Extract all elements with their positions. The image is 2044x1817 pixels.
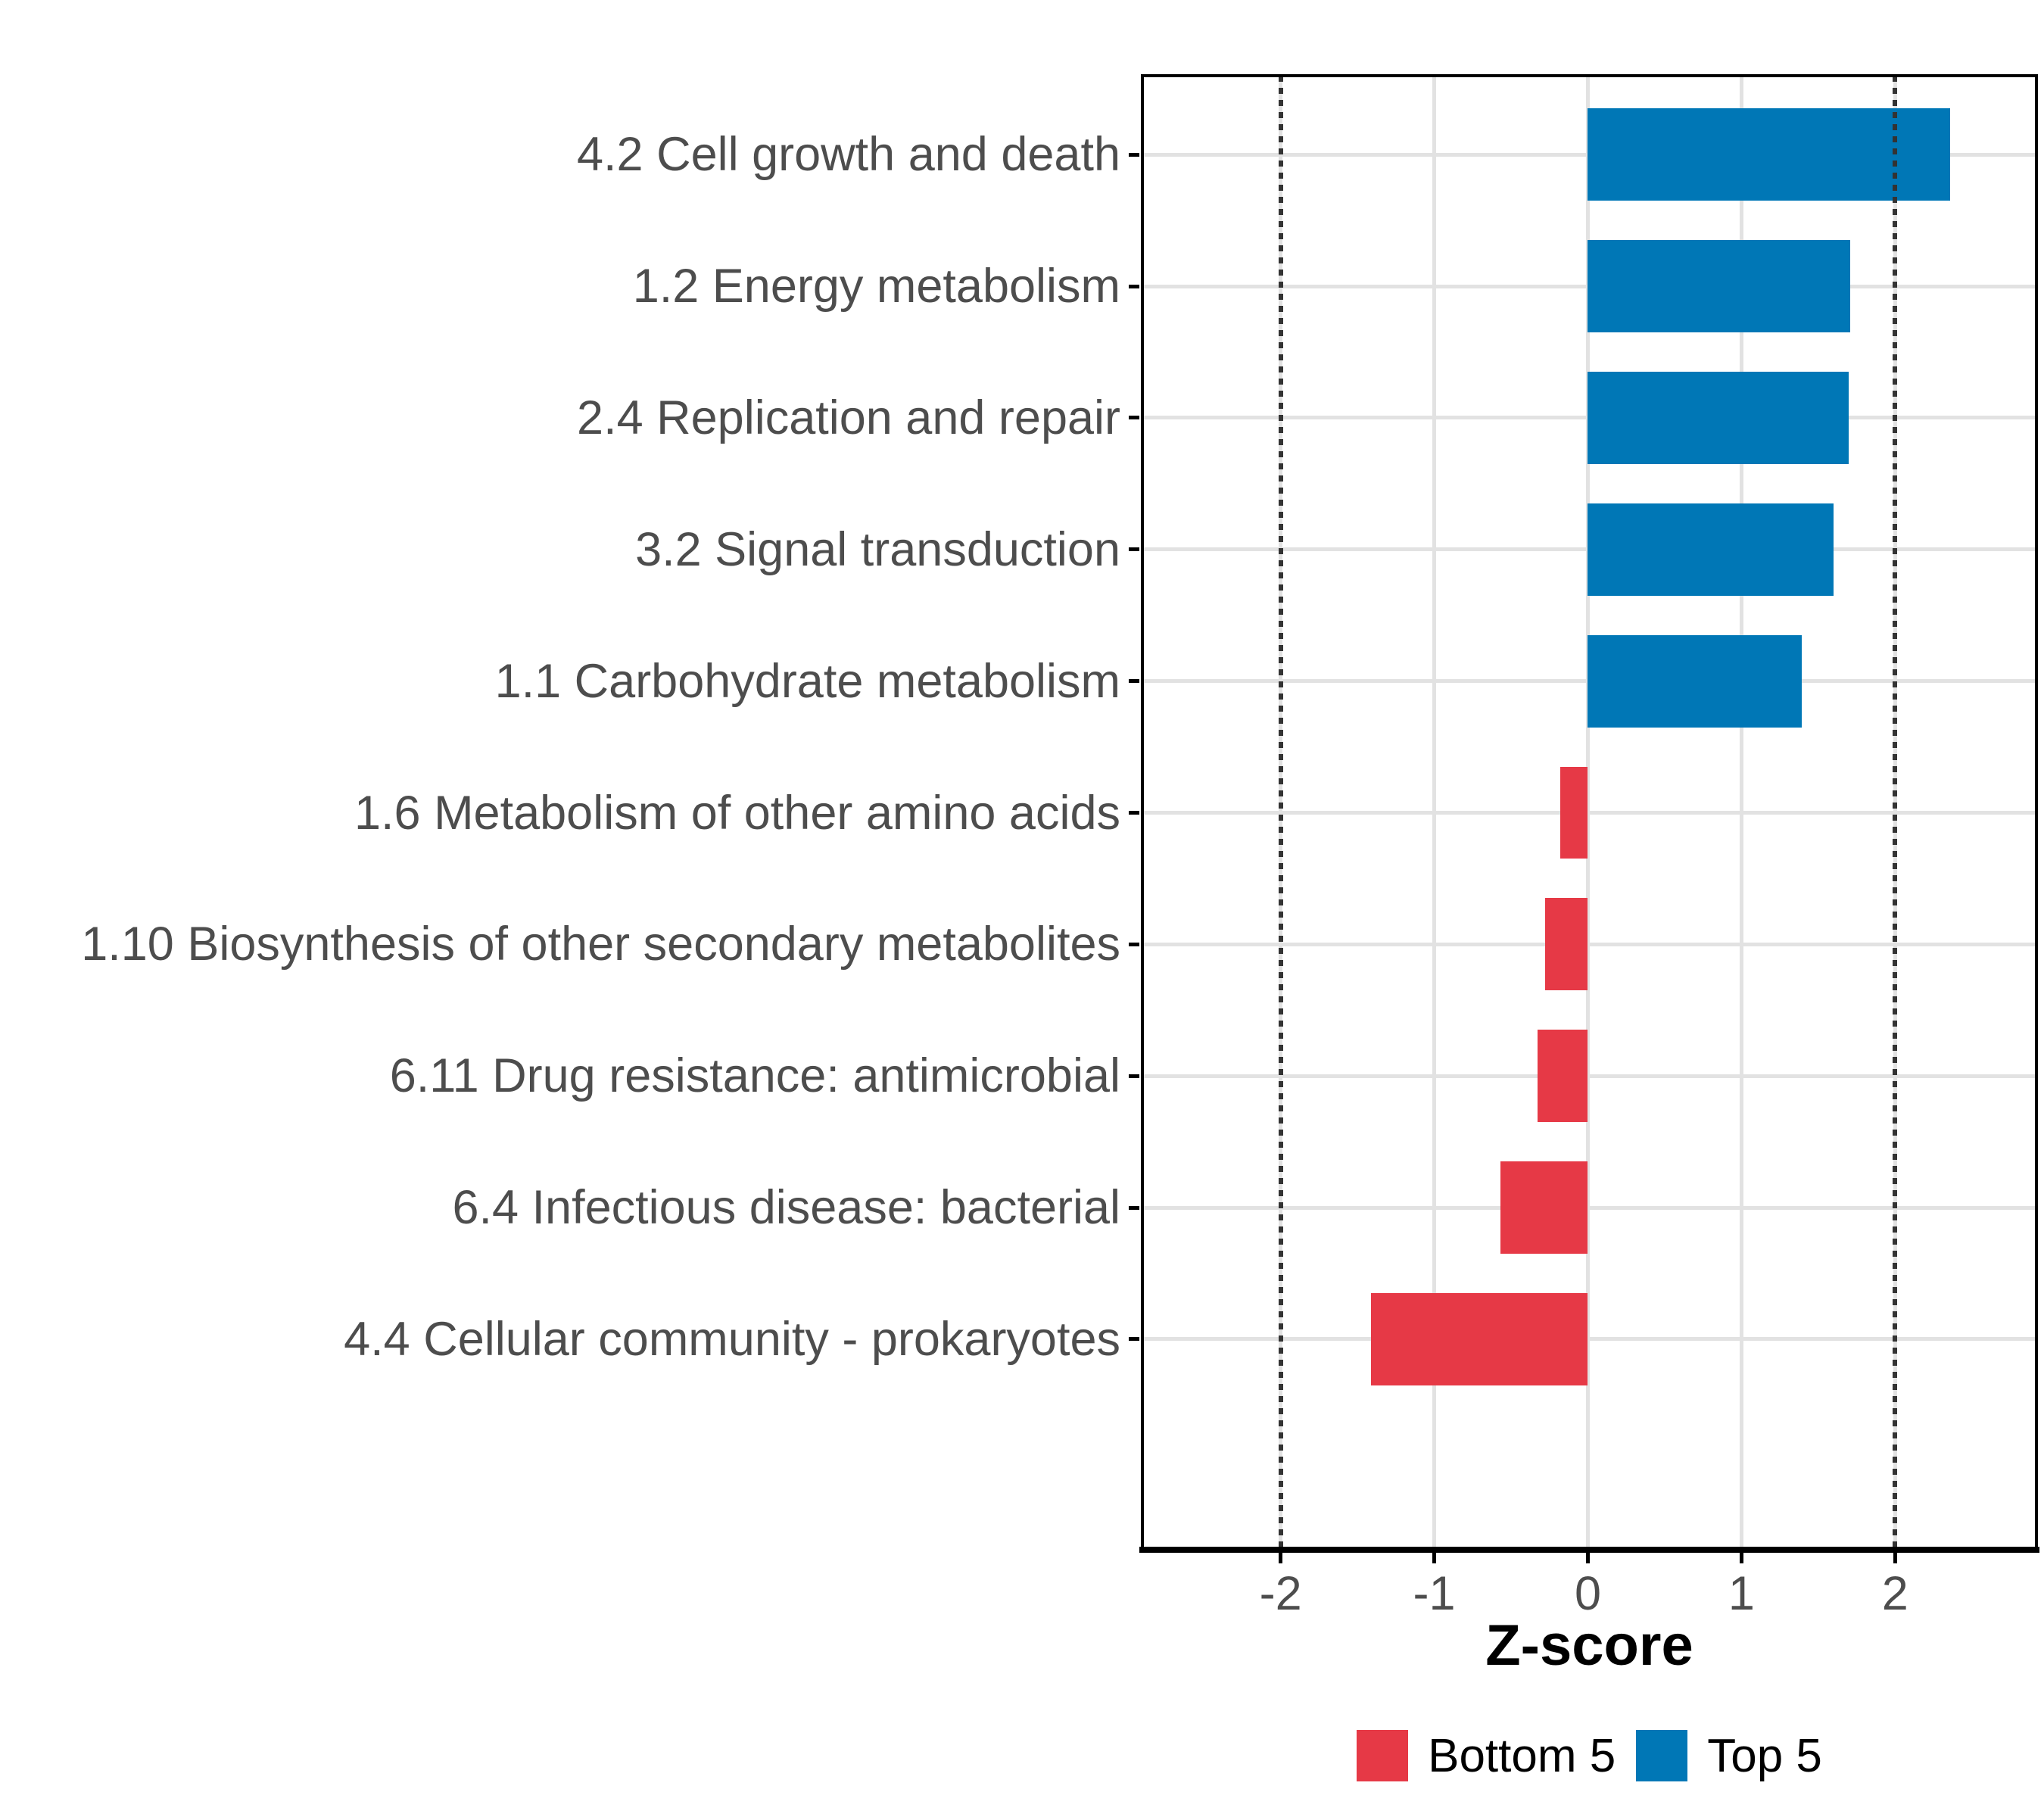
y-tick-mark — [1129, 1337, 1139, 1342]
y-axis-label: 1.10 Biosynthesis of other secondary met… — [81, 918, 1120, 971]
legend-label-bottom5: Bottom 5 — [1428, 1729, 1616, 1782]
bar — [1371, 1293, 1588, 1385]
bar — [1588, 240, 1851, 332]
y-gridline — [1142, 811, 2036, 815]
legend-item-bottom5: Bottom 5 — [1357, 1729, 1616, 1783]
y-axis-label: 4.2 Cell growth and death — [577, 128, 1120, 182]
x-tick-mark — [1432, 1553, 1437, 1563]
x-tick-mark — [1585, 1553, 1590, 1563]
reference-line — [1278, 76, 1283, 1550]
y-tick-mark — [1129, 416, 1139, 420]
y-tick-mark — [1129, 942, 1139, 946]
bar — [1500, 1161, 1588, 1254]
plot-panel: -2 -1 0 1 2 — [1129, 74, 2039, 1620]
y-axis-label: 4.4 Cellular community - prokaryotes — [344, 1312, 1120, 1366]
x-tick-label: -1 — [1413, 1567, 1456, 1620]
y-tick-mark — [1129, 1074, 1139, 1078]
y-tick-mark — [1129, 152, 1139, 157]
x-tick-mark — [1739, 1553, 1743, 1563]
x-tick-label: 0 — [1574, 1567, 1601, 1620]
y-gridline — [1142, 942, 2036, 946]
legend-swatch-bottom5 — [1357, 1730, 1409, 1781]
legend-swatch-top5 — [1636, 1730, 1688, 1781]
y-tick-mark — [1129, 811, 1139, 815]
legend-label-top5: Top 5 — [1707, 1729, 1822, 1782]
y-axis-label: 1.1 Carbohydrate metabolism — [494, 654, 1120, 708]
y-gridline — [1142, 1074, 2036, 1078]
y-tick-mark — [1129, 1205, 1139, 1210]
x-tick-label: 2 — [1881, 1567, 1908, 1620]
bar — [1588, 372, 1849, 464]
y-axis-label: 1.2 Energy metabolism — [632, 260, 1120, 313]
y-axis-label: 2.4 Replication and repair — [577, 391, 1120, 444]
y-tick-mark — [1129, 547, 1139, 552]
x-tick-label: -2 — [1259, 1567, 1302, 1620]
bar — [1559, 766, 1588, 859]
x-tick-mark — [1893, 1553, 1897, 1563]
reference-line — [1893, 76, 1898, 1550]
x-tick-mark — [1279, 1553, 1283, 1563]
bar — [1588, 503, 1834, 596]
bar — [1537, 1030, 1588, 1123]
legend-item-top5: Top 5 — [1636, 1729, 1822, 1783]
bar — [1588, 108, 1951, 201]
legend: Bottom 5 Top 5 — [1142, 1728, 2036, 1783]
x-tick-label: 1 — [1728, 1567, 1755, 1620]
y-gridline — [1142, 1337, 2036, 1342]
bar — [1588, 634, 1802, 728]
bar — [1544, 898, 1588, 991]
y-axis-labels: 4.2 Cell growth and death 1.2 Energy meta… — [0, 76, 1120, 1550]
y-tick-mark — [1129, 284, 1139, 288]
y-axis-label: 6.4 Infectious disease: bacterial — [452, 1181, 1120, 1235]
y-axis-label: 3.2 Signal transduction — [635, 522, 1120, 576]
y-axis-label: 1.6 Metabolism of other amino acids — [354, 786, 1120, 840]
x-axis-line — [1139, 1547, 2039, 1553]
y-axis-label: 6.11 Drug resistance: antimicrobial — [389, 1049, 1120, 1103]
y-tick-mark — [1129, 679, 1139, 684]
y-gridline — [1142, 1205, 2036, 1210]
x-axis-title: Z-score — [1485, 1613, 1693, 1678]
